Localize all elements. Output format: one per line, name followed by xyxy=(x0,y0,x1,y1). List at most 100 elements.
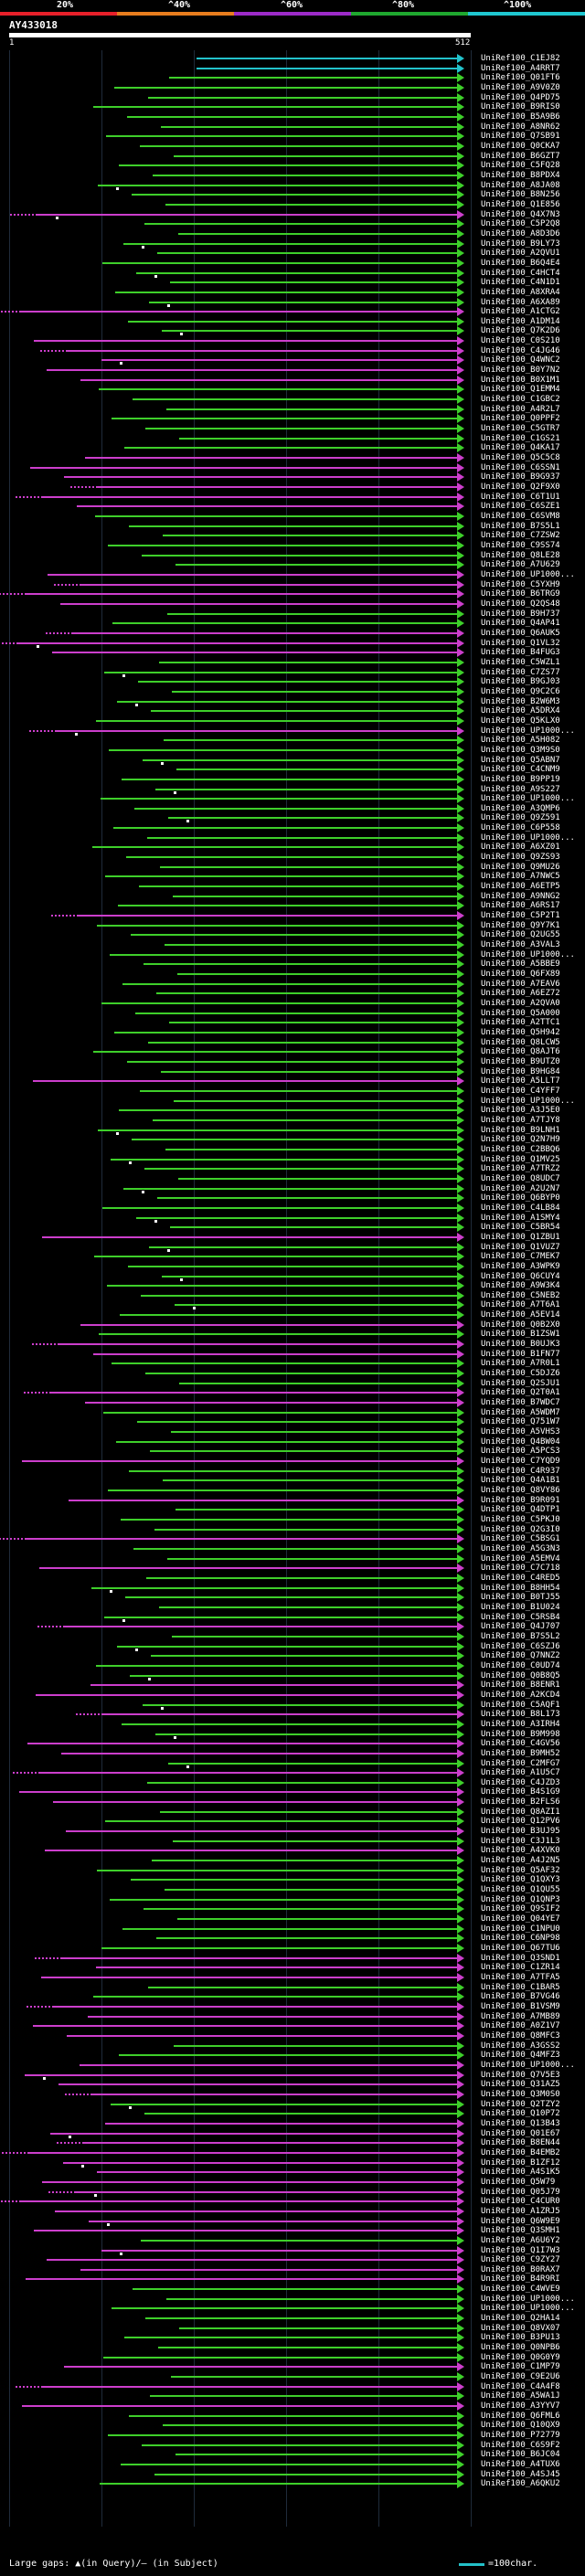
alignment-segment[interactable] xyxy=(154,1529,457,1531)
alignment-segment[interactable] xyxy=(98,1129,457,1131)
alignment-segment[interactable] xyxy=(178,1178,457,1180)
alignment-segment[interactable] xyxy=(144,223,457,225)
alignment-segment[interactable] xyxy=(154,2474,457,2475)
alignment-segment[interactable] xyxy=(178,233,457,235)
alignment-segment[interactable] xyxy=(18,642,457,644)
alignment-segment[interactable] xyxy=(165,1149,457,1150)
alignment-segment[interactable] xyxy=(170,1226,457,1228)
alignment-segment[interactable] xyxy=(105,875,457,877)
alignment-segment[interactable] xyxy=(171,2376,457,2378)
alignment-segment[interactable] xyxy=(144,1908,457,1910)
alignment-segment[interactable] xyxy=(104,1617,457,1618)
alignment-segment[interactable] xyxy=(131,934,457,936)
alignment-segment[interactable] xyxy=(127,116,457,118)
alignment-segment[interactable] xyxy=(134,808,457,810)
alignment-segment[interactable] xyxy=(47,369,457,371)
alignment-segment[interactable] xyxy=(168,1763,457,1765)
alignment-segment[interactable] xyxy=(176,2454,457,2455)
alignment-segment[interactable] xyxy=(173,896,457,897)
alignment-segment[interactable] xyxy=(37,214,457,216)
alignment-segment[interactable] xyxy=(101,359,457,361)
alignment-segment[interactable] xyxy=(153,175,457,176)
alignment-segment[interactable] xyxy=(100,2483,457,2485)
alignment-segment[interactable] xyxy=(119,1109,457,1111)
alignment-segment[interactable] xyxy=(95,515,457,517)
alignment-segment[interactable] xyxy=(115,292,457,293)
alignment-segment[interactable] xyxy=(123,1188,457,1190)
alignment-segment[interactable] xyxy=(55,2210,457,2212)
alignment-segment[interactable] xyxy=(112,418,457,419)
alignment-segment[interactable] xyxy=(54,2006,457,2008)
alignment-segment[interactable] xyxy=(170,281,457,283)
alignment-segment[interactable] xyxy=(141,2240,457,2242)
alignment-segment[interactable] xyxy=(143,759,457,761)
alignment-segment[interactable] xyxy=(159,662,457,663)
alignment-segment[interactable] xyxy=(156,992,457,994)
alignment-segment[interactable] xyxy=(148,1987,457,1988)
alignment-segment[interactable] xyxy=(97,1870,457,1871)
alignment-segment[interactable] xyxy=(129,525,457,527)
alignment-segment[interactable] xyxy=(27,1743,457,1744)
alignment-segment[interactable] xyxy=(114,87,457,89)
alignment-segment[interactable] xyxy=(175,1304,457,1306)
alignment-segment[interactable] xyxy=(152,1860,457,1861)
alignment-segment[interactable] xyxy=(147,1782,457,1784)
alignment-segment[interactable] xyxy=(160,1811,457,1813)
alignment-segment[interactable] xyxy=(27,593,457,595)
alignment-segment[interactable] xyxy=(80,379,457,381)
alignment-segment[interactable] xyxy=(33,1080,457,1082)
alignment-segment[interactable] xyxy=(135,1012,457,1014)
alignment-segment[interactable] xyxy=(144,963,457,965)
alignment-segment[interactable] xyxy=(63,2162,457,2164)
alignment-segment[interactable] xyxy=(48,574,457,576)
alignment-segment[interactable] xyxy=(105,2123,457,2125)
alignment-segment[interactable] xyxy=(116,1441,457,1443)
alignment-segment[interactable] xyxy=(96,1966,457,1968)
alignment-segment[interactable] xyxy=(142,2444,457,2446)
alignment-segment[interactable] xyxy=(179,438,457,440)
alignment-segment[interactable] xyxy=(145,428,457,429)
alignment-segment[interactable] xyxy=(93,1996,457,1998)
alignment-segment[interactable] xyxy=(80,2064,457,2066)
alignment-segment[interactable] xyxy=(99,388,457,390)
alignment-segment[interactable] xyxy=(144,2113,457,2115)
alignment-segment[interactable] xyxy=(145,1373,457,1374)
alignment-segment[interactable] xyxy=(172,1636,457,1638)
alignment-segment[interactable] xyxy=(22,2405,457,2407)
alignment-segment[interactable] xyxy=(147,837,457,839)
alignment-segment[interactable] xyxy=(145,2317,457,2319)
alignment-segment[interactable] xyxy=(124,2337,457,2338)
alignment-segment[interactable] xyxy=(176,1509,457,1511)
alignment-segment[interactable] xyxy=(88,2016,457,2018)
alignment-segment[interactable] xyxy=(126,856,457,858)
alignment-segment[interactable] xyxy=(140,1090,457,1092)
alignment-segment[interactable] xyxy=(129,1470,457,1472)
alignment-segment[interactable] xyxy=(26,2278,457,2280)
alignment-segment[interactable] xyxy=(156,1937,457,1939)
alignment-segment[interactable] xyxy=(119,2054,457,2056)
alignment-segment[interactable] xyxy=(130,1675,457,1677)
alignment-segment[interactable] xyxy=(69,1500,457,1501)
alignment-segment[interactable] xyxy=(57,730,457,732)
alignment-segment[interactable] xyxy=(117,701,457,703)
alignment-segment[interactable] xyxy=(67,2035,457,2037)
alignment-segment[interactable] xyxy=(101,1947,457,1949)
alignment-segment[interactable] xyxy=(112,622,457,624)
alignment-segment[interactable] xyxy=(169,77,457,79)
alignment-segment[interactable] xyxy=(173,1840,457,1842)
alignment-segment[interactable] xyxy=(159,1606,457,1608)
alignment-segment[interactable] xyxy=(77,505,457,507)
alignment-segment[interactable] xyxy=(155,1733,457,1735)
alignment-segment[interactable] xyxy=(59,1343,457,1345)
alignment-segment[interactable] xyxy=(123,243,457,245)
alignment-segment[interactable] xyxy=(128,321,457,323)
alignment-segment[interactable] xyxy=(62,1957,457,1959)
alignment-segment[interactable] xyxy=(85,457,457,459)
alignment-segment[interactable] xyxy=(34,340,457,342)
alignment-segment[interactable] xyxy=(47,2259,457,2261)
alignment-segment[interactable] xyxy=(118,905,457,906)
alignment-segment[interactable] xyxy=(141,1295,457,1297)
alignment-segment[interactable] xyxy=(136,1217,457,1219)
alignment-segment[interactable] xyxy=(102,262,457,264)
alignment-segment[interactable] xyxy=(25,2074,457,2076)
